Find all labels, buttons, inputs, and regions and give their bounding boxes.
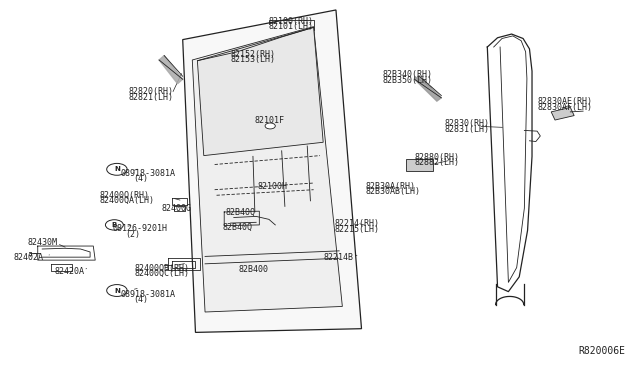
Text: 82100(RH): 82100(RH) — [269, 17, 314, 26]
Circle shape — [107, 285, 127, 296]
Text: 82B40Q: 82B40Q — [223, 223, 253, 232]
Text: B: B — [112, 222, 117, 228]
Text: 82152(RH): 82152(RH) — [230, 50, 276, 59]
Text: 08918-3081A: 08918-3081A — [121, 290, 176, 299]
Text: 82821(LH): 82821(LH) — [129, 93, 173, 102]
Text: 08918-3081A: 08918-3081A — [121, 169, 176, 177]
Text: 82820(RH): 82820(RH) — [129, 87, 173, 96]
Bar — [406, 159, 433, 171]
Circle shape — [265, 123, 275, 129]
Text: (4): (4) — [134, 295, 148, 304]
Circle shape — [107, 163, 127, 175]
Text: 82B40Q: 82B40Q — [225, 208, 255, 217]
Text: 82430M: 82430M — [28, 238, 58, 247]
Text: (4): (4) — [134, 174, 148, 183]
Text: 82101(LH): 82101(LH) — [269, 22, 314, 31]
Text: 82B340(RH): 82B340(RH) — [383, 70, 433, 79]
Text: 82402A: 82402A — [13, 253, 44, 262]
Text: 82214B: 82214B — [323, 253, 353, 262]
Text: 82101F: 82101F — [255, 116, 285, 125]
Text: 82830(RH): 82830(RH) — [445, 119, 490, 128]
Text: 82153(LH): 82153(LH) — [230, 55, 276, 64]
Text: 82880(RH): 82880(RH) — [415, 153, 460, 161]
Text: 82400QA(LH): 82400QA(LH) — [100, 196, 155, 205]
Text: 82B30AB(LH): 82B30AB(LH) — [366, 187, 421, 196]
Text: 82215(LH): 82215(LH) — [334, 225, 379, 234]
Text: 82830AF(LH): 82830AF(LH) — [537, 103, 592, 112]
Polygon shape — [551, 108, 574, 120]
Text: 82214(RH): 82214(RH) — [334, 219, 379, 228]
Text: R820006E: R820006E — [579, 346, 625, 356]
Text: N: N — [114, 288, 120, 294]
Polygon shape — [159, 55, 182, 84]
Text: 82420A: 82420A — [55, 267, 85, 276]
Text: 82B400: 82B400 — [238, 265, 268, 274]
Text: 82100H: 82100H — [257, 182, 287, 191]
Text: 82400QC(LH): 82400QC(LH) — [135, 269, 190, 278]
Text: 82400QB(RH): 82400QB(RH) — [135, 264, 190, 273]
Text: 82882(LH): 82882(LH) — [415, 158, 460, 167]
Polygon shape — [192, 27, 342, 312]
Text: 82400G: 82400G — [162, 205, 191, 214]
Text: 08126-9201H: 08126-9201H — [113, 224, 168, 233]
Circle shape — [106, 220, 124, 230]
Polygon shape — [182, 10, 362, 333]
Text: 82831(LH): 82831(LH) — [445, 125, 490, 134]
Polygon shape — [415, 76, 442, 101]
Text: 82B30A(RH): 82B30A(RH) — [366, 182, 416, 190]
Text: N: N — [114, 166, 120, 172]
Polygon shape — [197, 28, 323, 155]
Text: (2): (2) — [125, 230, 140, 239]
Text: 82B350(LH): 82B350(LH) — [383, 76, 433, 85]
Text: 82830AE(RH): 82830AE(RH) — [537, 97, 592, 106]
Text: 82400Q(RH): 82400Q(RH) — [100, 191, 150, 200]
